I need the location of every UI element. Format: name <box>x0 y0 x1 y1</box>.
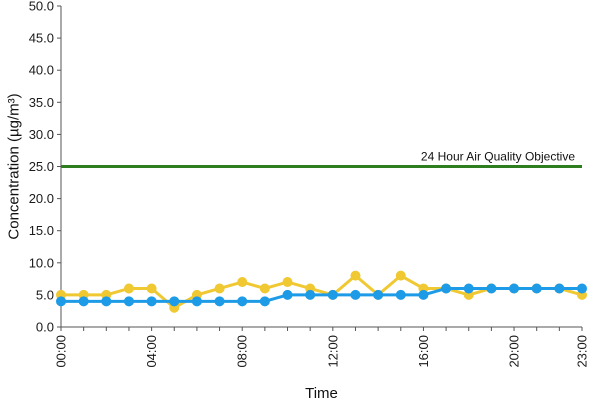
y-axis-title: Concentration (µg/m³) <box>6 93 23 239</box>
data-point <box>577 283 587 294</box>
data-point <box>282 277 293 288</box>
series-1 <box>56 270 587 313</box>
y-tick-label: 5.0 <box>36 287 54 302</box>
y-tick-label: 25.0 <box>29 159 54 174</box>
series-line <box>61 274 583 310</box>
y-tick-label: 30.0 <box>29 127 54 142</box>
y-tick-label: 10.0 <box>29 255 54 270</box>
x-tick-label: 04:00 <box>144 335 159 368</box>
y-tick-label: 50.0 <box>29 0 54 14</box>
data-point <box>486 283 497 294</box>
data-point <box>146 296 157 307</box>
data-point <box>418 289 429 300</box>
data-point <box>237 277 248 288</box>
y-tick-label: 40.0 <box>29 63 54 78</box>
data-point <box>259 283 270 294</box>
data-point <box>463 283 474 294</box>
x-tick-label: 12:00 <box>325 335 340 368</box>
x-axis-ticks: 00:00 04:00 08:00 12:00 16:00 20:00 23:00 <box>54 327 590 368</box>
data-point <box>146 283 157 294</box>
data-point <box>554 283 565 294</box>
x-tick-label: 16:00 <box>416 335 431 368</box>
y-tick-label: 20.0 <box>29 191 54 206</box>
data-point <box>531 283 542 294</box>
series-group <box>56 270 587 313</box>
data-point <box>395 270 406 281</box>
data-point <box>305 289 316 300</box>
x-tick-label: 20:00 <box>507 335 522 368</box>
x-tick-label: 23:00 <box>575 335 590 368</box>
data-point <box>56 296 66 307</box>
y-tick-label: 45.0 <box>29 31 54 46</box>
x-tick-label: 00:00 <box>54 335 69 368</box>
data-point <box>123 296 134 307</box>
x-axis-title: Time <box>305 385 338 400</box>
x-tick-label: 08:00 <box>235 335 250 368</box>
data-point <box>509 283 520 294</box>
data-point <box>214 283 225 294</box>
reference-line-label: 24 Hour Air Quality Objective <box>421 150 575 164</box>
y-axis-ticks: 0.0 5.0 10.0 15.0 20.0 25.0 30.0 35.0 40.0 45.0 50… <box>29 0 61 335</box>
data-point <box>169 296 180 307</box>
data-point <box>259 296 270 307</box>
data-point <box>395 289 406 300</box>
y-tick-label: 0.0 <box>36 320 54 335</box>
data-point <box>441 283 452 294</box>
data-point <box>123 283 134 294</box>
series-2 <box>56 283 587 307</box>
data-point <box>191 296 202 307</box>
data-point <box>237 296 248 307</box>
y-tick-label: 35.0 <box>29 95 54 110</box>
reference-line-group: 24 Hour Air Quality Objective <box>61 150 582 168</box>
data-point <box>214 296 225 307</box>
data-point <box>101 296 112 307</box>
data-point <box>350 270 361 281</box>
data-point <box>373 289 384 300</box>
data-point <box>327 289 338 300</box>
data-point <box>78 296 89 307</box>
data-point <box>350 289 361 300</box>
y-tick-label: 15.0 <box>29 223 54 238</box>
data-point <box>282 289 293 300</box>
